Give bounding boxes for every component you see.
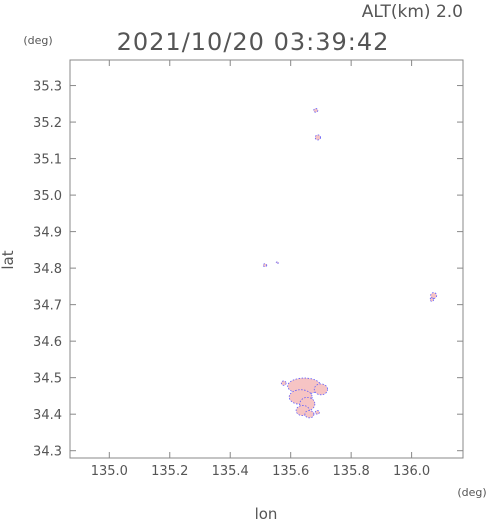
y-tick-label: 34.8 xyxy=(33,262,62,277)
x-tick-label: 135.6 xyxy=(272,464,309,479)
echo-point xyxy=(304,410,315,419)
x-unit-label: (deg) xyxy=(457,486,486,499)
y-tick-label: 35.1 xyxy=(33,153,62,168)
x-tick-label: 136.0 xyxy=(393,464,430,479)
y-tick-label: 34.3 xyxy=(33,445,62,460)
echo-point xyxy=(314,410,320,415)
echo-point xyxy=(429,297,435,302)
x-tick-label: 135.2 xyxy=(151,464,188,479)
x-tick-label: 135.0 xyxy=(91,464,128,479)
y-tick-label: 34.4 xyxy=(33,408,62,423)
echo-point xyxy=(430,292,438,299)
y-tick-label: 34.6 xyxy=(33,335,62,350)
y-tick-label: 35.2 xyxy=(33,116,62,131)
altitude-label: ALT(km) 2.0 xyxy=(362,2,463,22)
echo-point xyxy=(313,108,319,113)
y-tick-label: 34.7 xyxy=(33,299,62,314)
x-tick-label: 135.4 xyxy=(212,464,249,479)
x-tick-label: 135.8 xyxy=(333,464,370,479)
y-tick-label: 35.0 xyxy=(33,189,62,204)
y-axis-label: lat xyxy=(0,250,17,269)
y-tick-label: 35.3 xyxy=(33,80,62,95)
y-tick-label: 34.5 xyxy=(33,372,62,387)
plot-frame xyxy=(69,59,464,459)
echo-point xyxy=(262,263,268,268)
timestamp-title: 2021/10/20 03:39:42 xyxy=(117,28,390,56)
x-axis-label: lon xyxy=(255,505,278,521)
tick-layer: 135.0 135.2 135.4 135.6 135.8 136.0 34.3 34.4 34… xyxy=(33,60,463,479)
echo-point xyxy=(275,261,279,264)
echo-layer xyxy=(262,108,438,419)
echo-point xyxy=(313,383,328,396)
echo-point xyxy=(280,380,287,386)
y-tick-label: 34.9 xyxy=(33,226,62,241)
y-unit-label: (deg) xyxy=(23,34,52,47)
echo-point xyxy=(314,134,322,141)
